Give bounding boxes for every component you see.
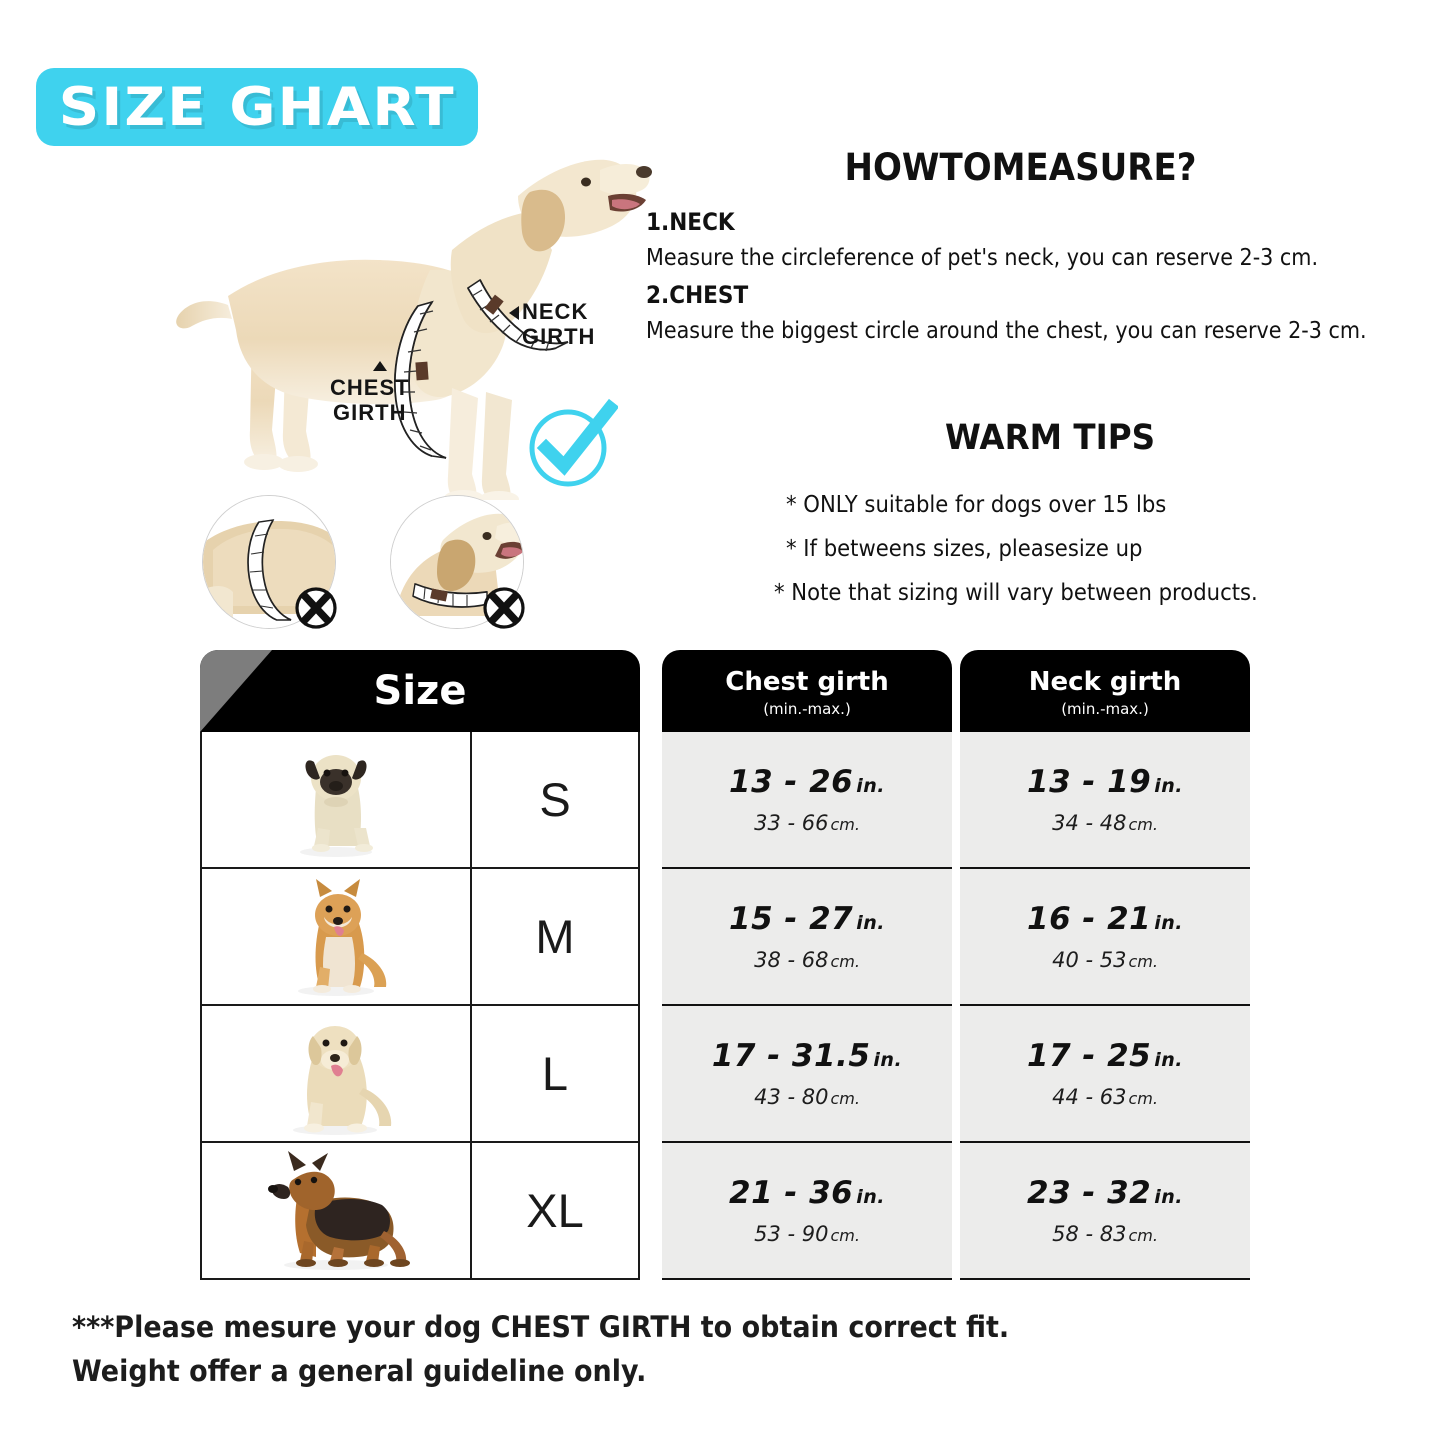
footnote: ***Please mesure your dog CHEST GIRTH to… bbox=[72, 1306, 1300, 1393]
warm-tip-item: * ONLY suitable for dogs over 15 lbs bbox=[786, 492, 1167, 518]
breed-photo-cell bbox=[200, 1006, 472, 1143]
footnote-line: Weight offer a general guideline only. bbox=[72, 1353, 647, 1388]
footnote-line: ***Please mesure your dog CHEST GIRTH to… bbox=[72, 1310, 1010, 1344]
warm-tip-item: * Note that sizing will vary between pro… bbox=[774, 580, 1258, 606]
size-column-table: Size bbox=[200, 650, 640, 1280]
shiba-inu-image bbox=[298, 878, 387, 996]
how-step-description: Measure the biggest circle around the ch… bbox=[646, 318, 1367, 344]
pug-image bbox=[300, 754, 373, 857]
size-header-label: Size bbox=[373, 668, 467, 714]
neck-girth-cm: 34 - 48 cm. bbox=[1052, 811, 1158, 835]
size-letter-cell: L bbox=[472, 1006, 640, 1143]
neck-girth-cm: 40 - 53 cm. bbox=[1052, 948, 1158, 972]
check-circle-icon bbox=[518, 396, 620, 496]
neck-girth-inches: 13 - 19 in. bbox=[1027, 764, 1183, 800]
breed-photo-cell bbox=[200, 1143, 472, 1280]
chest-girth-inches: 17 - 31.5 in. bbox=[711, 1038, 903, 1074]
wrong-head-measurement-inset bbox=[390, 495, 525, 629]
chest-girth-tape bbox=[393, 300, 447, 459]
neck-girth-tape bbox=[466, 278, 569, 352]
size-letter-cell: S bbox=[472, 732, 640, 869]
warm-tips-list: * ONLY suitable for dogs over 15 lbs * I… bbox=[742, 474, 1382, 606]
neck-girth-header: Neck girth (min.-max.) bbox=[960, 650, 1250, 732]
neck-girth-inches: 23 - 32 in. bbox=[1027, 1175, 1183, 1211]
chest-girth-header-sub: (min.-max.) bbox=[763, 699, 851, 718]
table-row: L bbox=[200, 1006, 640, 1143]
warm-tips-heading: WARM TIPS bbox=[944, 418, 1156, 458]
chest-girth-cm: 33 - 66 cm. bbox=[754, 811, 860, 835]
neck-girth-cell: 13 - 19 in. 34 - 48 cm. bbox=[960, 732, 1250, 869]
chest-girth-marker-icon bbox=[373, 361, 387, 371]
chest-girth-cell: 17 - 31.5 in. 43 - 80 cm. bbox=[662, 1006, 952, 1143]
header-corner-accent bbox=[200, 650, 272, 732]
labrador-profile-image bbox=[176, 159, 652, 500]
neck-girth-inches: 16 - 21 in. bbox=[1027, 901, 1183, 937]
size-letter-cell: XL bbox=[472, 1143, 640, 1280]
table-row: M bbox=[200, 869, 640, 1006]
chest-girth-header-title: Chest girth bbox=[725, 667, 889, 698]
warm-tip-item: * If betweens sizes, pleasesize up bbox=[786, 536, 1143, 562]
size-chart-title-badge: SIZE GHART bbox=[36, 68, 478, 146]
neck-girth-cm: 58 - 83 cm. bbox=[1052, 1222, 1158, 1246]
neck-girth-cell: 16 - 21 in. 40 - 53 cm. bbox=[960, 869, 1250, 1006]
neck-girth-cm: 44 - 63 cm. bbox=[1052, 1085, 1158, 1109]
neck-girth-header-title: Neck girth bbox=[1028, 667, 1182, 698]
chest-girth-cm: 43 - 80 cm. bbox=[754, 1085, 860, 1109]
how-to-measure-list: 1.NECK Measure the circleference of pet'… bbox=[646, 198, 1411, 344]
size-letter-cell: M bbox=[472, 869, 640, 1006]
neck-girth-inches: 17 - 25 in. bbox=[1027, 1038, 1183, 1074]
german-shepherd-image bbox=[268, 1150, 410, 1270]
breed-photo-cell bbox=[200, 732, 472, 869]
wrong-body-measurement-inset bbox=[202, 495, 337, 629]
neck-girth-cell: 23 - 32 in. 58 - 83 cm. bbox=[960, 1143, 1250, 1280]
neck-girth-column-table: Neck girth (min.-max.) 13 - 19 in. 34 - 4… bbox=[960, 650, 1250, 1280]
size-column-header: Size bbox=[200, 650, 640, 732]
hero-dog-illustration bbox=[100, 100, 660, 500]
table-row: S bbox=[200, 732, 640, 869]
chest-girth-cell: 21 - 36 in. 53 - 90 cm. bbox=[662, 1143, 952, 1280]
x-circle-icon bbox=[290, 581, 342, 633]
chest-girth-cell: 13 - 26 in. 33 - 66 cm. bbox=[662, 732, 952, 869]
chest-girth-header: Chest girth (min.-max.) bbox=[662, 650, 952, 732]
how-step-number: 1.NECK bbox=[646, 208, 735, 236]
chest-girth-column-table: Chest girth (min.-max.) 13 - 26 in. 33 - … bbox=[662, 650, 952, 1280]
breed-photo-cell bbox=[200, 869, 472, 1006]
chest-girth-inches: 13 - 26 in. bbox=[729, 764, 885, 800]
chest-girth-cell: 15 - 27 in. 38 - 68 cm. bbox=[662, 869, 952, 1006]
table-row: XL bbox=[200, 1143, 640, 1280]
labrador-retriever-image bbox=[293, 1025, 392, 1135]
neck-girth-header-sub: (min.-max.) bbox=[1061, 699, 1149, 718]
chest-girth-cm: 53 - 90 cm. bbox=[754, 1222, 860, 1246]
chest-girth-cm: 38 - 68 cm. bbox=[754, 948, 860, 972]
neck-girth-label: NECK GIRTH bbox=[522, 299, 596, 349]
x-circle-icon bbox=[478, 581, 530, 633]
chest-girth-label: CHEST GIRTH bbox=[330, 375, 410, 425]
how-to-measure-heading: HOWTOMEASURE? bbox=[844, 146, 1197, 189]
neck-girth-cell: 17 - 25 in. 44 - 63 cm. bbox=[960, 1006, 1250, 1143]
inset-photo-frame bbox=[390, 495, 524, 629]
how-step-number: 2.CHEST bbox=[646, 281, 749, 309]
chest-girth-inches: 15 - 27 in. bbox=[729, 901, 885, 937]
page-title: SIZE GHART bbox=[58, 76, 456, 138]
chest-girth-inches: 21 - 36 in. bbox=[729, 1175, 885, 1211]
neck-girth-marker-icon bbox=[509, 306, 519, 320]
how-step-description: Measure the circleference of pet's neck,… bbox=[646, 245, 1319, 271]
